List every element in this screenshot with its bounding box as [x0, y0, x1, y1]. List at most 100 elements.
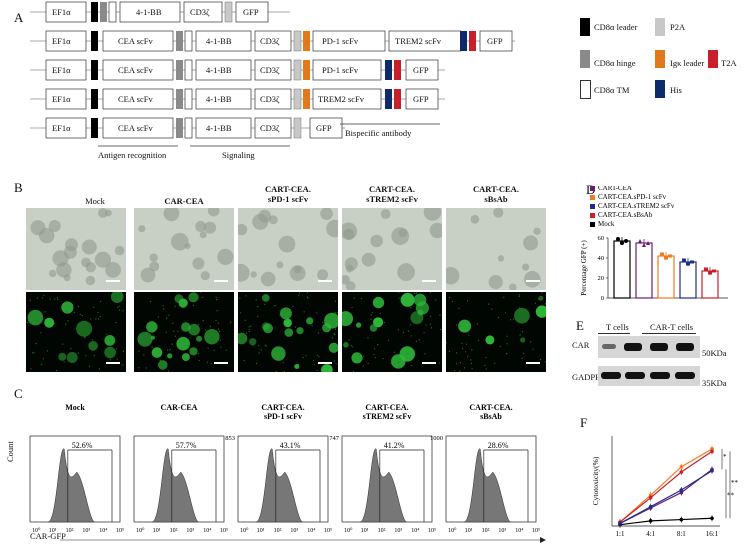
legend-label: CART-CEA.sTREM2 scFv: [598, 202, 675, 210]
noise-dot: [264, 303, 266, 306]
noise-dot: [177, 330, 179, 332]
cell-cluster: [252, 213, 269, 230]
e-band: [602, 344, 616, 349]
noise-dot: [367, 362, 369, 364]
noise-dot: [485, 357, 487, 359]
noise-dot: [449, 296, 451, 298]
noise-dot: [541, 292, 543, 294]
row4-gfp: GFP: [413, 94, 429, 104]
noise-dot: [402, 331, 404, 333]
histogram-title: Mock: [65, 403, 85, 412]
gfp-spot: [104, 346, 116, 359]
noise-dot: [335, 363, 337, 365]
noise-dot: [108, 347, 110, 349]
cell-cluster: [317, 269, 329, 281]
noise-dot: [49, 298, 51, 300]
data-point: [660, 252, 664, 256]
cell-cluster: [397, 263, 415, 281]
noise-dot: [316, 369, 318, 372]
noise-dot: [414, 298, 417, 300]
noise-dot: [430, 327, 432, 329]
x-tick-label: 8:1: [677, 530, 686, 538]
noise-dot: [532, 348, 534, 350]
noise-dot: [362, 365, 364, 367]
noise-dot: [544, 361, 546, 363]
y-axis-label: Cytotoxicity(%): [591, 456, 600, 505]
noise-dot: [398, 361, 400, 363]
x-tick-label: 10¹: [257, 528, 265, 534]
noise-dot: [424, 353, 426, 355]
scale-bar: [318, 280, 332, 282]
gfp-spot: [400, 292, 415, 307]
gfp-spot: [458, 319, 472, 333]
legend-igk-leader: Igκ leader: [670, 58, 705, 68]
data-point: [624, 239, 628, 243]
noise-dot: [220, 346, 222, 348]
noise-dot: [198, 359, 200, 362]
gfp-spot: [104, 335, 116, 346]
row4-ef1a: EF1α: [52, 94, 71, 104]
cell-cluster: [361, 252, 376, 267]
sig-annotation: *: [723, 453, 727, 461]
brightfield-image: [446, 208, 546, 290]
e-band: [675, 372, 695, 379]
cell-cluster: [48, 220, 61, 232]
gfp-spot: [88, 341, 98, 351]
cell-cluster: [509, 283, 517, 290]
noise-dot: [470, 362, 472, 364]
histogram-title: CART-CEA.: [469, 403, 512, 412]
cell-cluster: [81, 257, 91, 268]
row1-ef1a: EF1α: [52, 7, 71, 17]
legend-cd8a-tm: CD8α TM: [594, 85, 630, 95]
antigen-recognition-label: Antigen recognition: [98, 150, 167, 160]
noise-dot: [407, 353, 409, 355]
bar: [657, 255, 675, 299]
data-point: [690, 260, 694, 264]
noise-dot: [348, 339, 350, 341]
noise-dot: [459, 325, 461, 327]
x-tick-label: 10⁵: [220, 528, 228, 534]
data-point: [712, 269, 716, 273]
noise-dot: [44, 311, 46, 313]
cell-cluster: [38, 227, 55, 244]
noise-dot: [56, 297, 59, 299]
noise-dot: [248, 328, 250, 330]
cell-cluster: [98, 208, 108, 218]
noise-dot: [397, 354, 399, 356]
legend-his: His: [670, 85, 682, 95]
gfp-spot: [188, 292, 199, 303]
legend-label: CART-CEA: [598, 186, 632, 192]
x-tick-label: 1:1: [616, 530, 625, 538]
noise-dot: [66, 311, 68, 313]
bispecific-label: Bispecific antibody: [345, 128, 412, 138]
noise-dot: [116, 358, 118, 360]
row2-ef1a: EF1α: [52, 36, 71, 46]
cell-cluster: [320, 208, 333, 220]
noise-dot: [409, 324, 411, 326]
gate-percent: 52.6%: [72, 441, 93, 450]
gfp-spot: [328, 342, 338, 353]
noise-dot: [470, 359, 472, 361]
gfp-spot: [61, 301, 74, 314]
histogram-0: Mock 52.6% 10⁰ 10¹ 10² 10³ 10⁴ 10⁵: [29, 403, 124, 534]
noise-dot: [371, 312, 373, 314]
noise-dot: [523, 352, 525, 354]
x-tick-label: 10⁵: [428, 528, 436, 534]
gfp-spot: [44, 317, 55, 328]
noise-dot: [168, 370, 170, 372]
noise-dot: [367, 337, 369, 339]
noise-dot: [456, 324, 458, 326]
fluorescence-image: [238, 292, 338, 372]
noise-dot: [520, 316, 522, 318]
cell-cluster: [149, 253, 158, 262]
legend-swatch: [590, 204, 595, 209]
noise-dot: [211, 332, 213, 334]
noise-dot: [283, 371, 285, 372]
gate-percent: 43.1%: [280, 441, 301, 450]
x-tick-label: 10²: [170, 528, 178, 534]
noise-dot: [455, 363, 457, 365]
noise-dot: [248, 326, 250, 328]
noise-dot: [307, 297, 309, 299]
noise-dot: [40, 332, 42, 334]
gfp-spot: [535, 305, 546, 318]
